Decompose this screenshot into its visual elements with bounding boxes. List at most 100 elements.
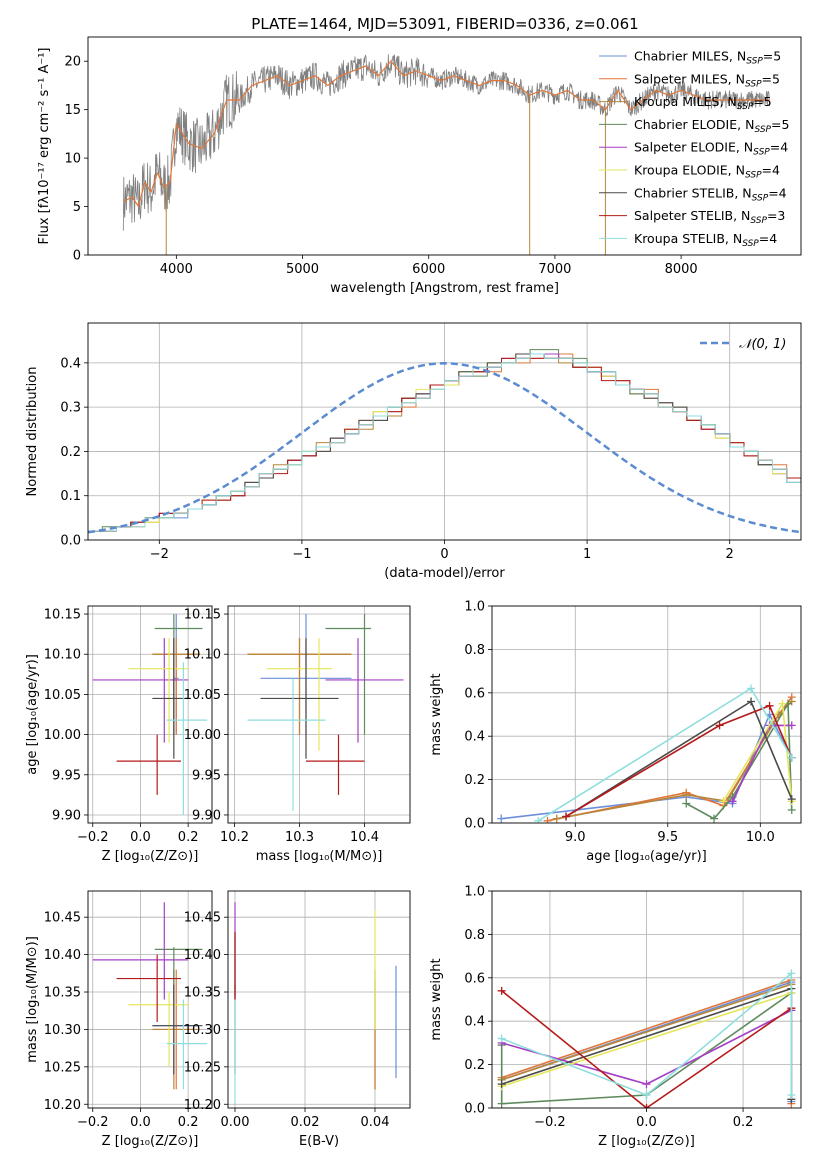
residual-histogram-xtick-label: 2 bbox=[726, 547, 734, 562]
spectrum-frame bbox=[87, 36, 802, 256]
weight-marker bbox=[728, 797, 737, 806]
spectrum-ytick-label: 0 bbox=[73, 249, 81, 264]
mass-vs-z-ytick-label: 10.25 bbox=[44, 1060, 81, 1075]
age-vs-z-xtick-label: 0.2 bbox=[178, 830, 199, 845]
gaussian-legend-label: 𝒩(0, 1) bbox=[739, 337, 786, 352]
spectrum-xtick-label: 8000 bbox=[665, 262, 698, 277]
mass-weight-vs-age-xtick-label: 9.0 bbox=[565, 830, 586, 845]
spectrum-panel: 4000 5000 6000 7000 8000 0 5 10 15 20 wavelength [… bbox=[37, 36, 802, 296]
spectrum-xtick-label: 4000 bbox=[160, 262, 193, 277]
legend-label-6: Chabrier STELIB, NSSP=4 bbox=[634, 185, 787, 203]
mass-vs-z-ytick-label: 10.35 bbox=[44, 986, 81, 1001]
weight-marker bbox=[642, 1104, 651, 1108]
weight-marker bbox=[543, 816, 552, 823]
mass-weight-vs-age-xtick-label: 9.5 bbox=[657, 830, 678, 845]
age-vs-mass-ytick-label: 9.90 bbox=[192, 808, 221, 823]
age-vs-mass-xlabel: mass [log₁₀(M/M⊙)] bbox=[256, 849, 383, 864]
weight-marker bbox=[747, 684, 756, 693]
spectrum-xlabel: wavelength [Angstrom, rest frame] bbox=[330, 281, 559, 296]
legend-label-1: Salpeter MILES, NSSP=5 bbox=[634, 71, 780, 89]
histogram-step-7 bbox=[88, 357, 801, 532]
mass-vs-z-ytick-label: 10.20 bbox=[44, 1098, 81, 1113]
age-vs-mass-xtick-label: 10.3 bbox=[285, 830, 314, 845]
mass-weight-vs-z-ytick-label: 1.0 bbox=[464, 885, 485, 900]
weight-line-2 bbox=[501, 983, 792, 1081]
legend-label-8: Kroupa STELIB, NSSP=4 bbox=[634, 231, 777, 249]
weight-marker bbox=[642, 1080, 651, 1089]
spectrum-xtick-label: 5000 bbox=[286, 262, 319, 277]
weight-marker bbox=[552, 814, 561, 823]
mass-weight-vs-age-ytick-label: 0.6 bbox=[464, 686, 485, 701]
mass-weight-vs-z-ytick-label: 0.8 bbox=[464, 928, 485, 943]
residual-histogram-ylabel: Normed distribution bbox=[25, 367, 40, 497]
age-vs-mass-ytick-label: 10.00 bbox=[184, 728, 221, 743]
mass-vs-ebv-ytick-label: 10.45 bbox=[184, 911, 221, 926]
weight-marker bbox=[787, 795, 796, 804]
age-vs-z-xtick-label: −0.2 bbox=[77, 830, 109, 845]
spectrum-ytick-label: 10 bbox=[64, 152, 81, 167]
mass-weight-vs-z-plot-area bbox=[492, 891, 801, 1108]
mass-vs-ebv-xlabel: E(B-V) bbox=[299, 1134, 339, 1149]
age-vs-z-xtick-label: 0.0 bbox=[130, 830, 151, 845]
mass-vs-z-xtick-label: −0.2 bbox=[77, 1115, 109, 1130]
residual-histogram-xlabel: (data-model)/error bbox=[384, 566, 505, 581]
mass-weight-vs-age-ytick-label: 0.4 bbox=[464, 730, 485, 745]
legend-label-7: Salpeter STELIB, NSSP=3 bbox=[634, 208, 785, 226]
mass-vs-z-xlabel: Z [log₁₀(Z/Z⊙)] bbox=[102, 1134, 199, 1149]
weight-marker bbox=[497, 1080, 506, 1089]
residual-histogram-xtick-label: −1 bbox=[292, 547, 311, 562]
residual-histogram-ytick-label: 0.0 bbox=[60, 534, 81, 549]
age-vs-z-ytick-label: 9.90 bbox=[52, 808, 81, 823]
age-vs-mass-ytick-label: 10.05 bbox=[184, 688, 221, 703]
weight-marker bbox=[682, 799, 691, 808]
mass-weight-vs-age-xlabel: age [log₁₀(age/yr)] bbox=[586, 849, 707, 864]
residual-histogram-ytick-label: 0.2 bbox=[60, 445, 81, 460]
spectrum-ytick-label: 5 bbox=[73, 200, 81, 215]
age-vs-z-ylabel: age [log₁₀(age/yr)] bbox=[25, 654, 40, 775]
age-vs-mass-panel: 10.2 10.3 10.4 9.90 9.95 10.00 10.05 10.10 10.15… bbox=[184, 605, 411, 864]
mass-weight-vs-age-panel: 9.0 9.5 10.0 0.0 0.2 0.4 0.6 0.8 1.0 age [log₁₀(a… bbox=[429, 600, 802, 864]
residual-histogram-xtick-label: 0 bbox=[440, 547, 448, 562]
figure-title: PLATE=1464, MJD=53091, FIBERID=0336, z=0… bbox=[251, 15, 638, 33]
mass-weight-vs-z-xtick-label: 0.0 bbox=[636, 1115, 657, 1130]
weight-marker bbox=[719, 797, 728, 806]
mass-weight-vs-z-frame bbox=[491, 890, 802, 1109]
mass-weight-vs-z-xlabel: Z [log₁₀(Z/Z⊙)] bbox=[598, 1134, 695, 1149]
age-vs-mass-xtick-label: 10.2 bbox=[220, 830, 249, 845]
weight-marker bbox=[562, 812, 571, 821]
age-vs-z-ytick-label: 10.10 bbox=[44, 648, 81, 663]
age-vs-z-ytick-label: 10.00 bbox=[44, 728, 81, 743]
weight-line-7 bbox=[565, 704, 793, 818]
age-vs-z-frame bbox=[87, 605, 213, 824]
mass-weight-vs-age-frame bbox=[491, 605, 802, 824]
weight-line-8 bbox=[501, 971, 793, 1096]
age-vs-mass-ytick-label: 10.10 bbox=[184, 648, 221, 663]
mass-vs-ebv-xtick-label: 0.02 bbox=[291, 1115, 320, 1130]
weight-line-3 bbox=[500, 992, 792, 1105]
residual-histogram-panel: −2 −1 0 1 2 0.0 0.1 0.2 0.3 0.4 (data-model)/error… bbox=[25, 322, 802, 581]
mass-vs-ebv-ytick-label: 10.25 bbox=[184, 1060, 221, 1075]
weight-marker bbox=[497, 1099, 506, 1108]
mass-weight-vs-z-ytick-label: 0.0 bbox=[464, 1102, 485, 1117]
residual-histogram-ytick-label: 0.3 bbox=[60, 401, 81, 416]
mass-vs-z-plot-area bbox=[88, 891, 212, 1108]
mass-vs-z-xtick-label: 0.0 bbox=[130, 1115, 151, 1130]
weight-marker bbox=[710, 814, 719, 823]
mass-weight-vs-age-ytick-label: 0.8 bbox=[464, 643, 485, 658]
mass-vs-ebv-xtick-label: 0.00 bbox=[221, 1115, 250, 1130]
mass-weight-vs-age-ytick-label: 1.0 bbox=[464, 600, 485, 615]
mass-weight-vs-z-panel: −0.2 0.0 0.2 0.0 0.2 0.4 0.6 0.8 1.0 Z [log₁₀(Z/Z… bbox=[429, 885, 802, 1149]
histogram-step-8 bbox=[88, 353, 801, 532]
residual-histogram-ytick-label: 0.4 bbox=[60, 356, 81, 371]
gaussian-curve bbox=[88, 362, 801, 534]
weight-marker bbox=[747, 697, 756, 706]
mass-weight-vs-age-xtick-label: 10.0 bbox=[746, 830, 775, 845]
residual-histogram-xtick-label: 1 bbox=[583, 547, 591, 562]
legend-label-4: Salpeter ELODIE, NSSP=4 bbox=[634, 140, 788, 158]
age-vs-z-xlabel: Z [log₁₀(Z/Z⊙)] bbox=[102, 849, 199, 864]
mass-vs-ebv-panel: 0.00 0.02 0.04 10.20 10.25 10.30 10.35 10.40 10.… bbox=[184, 890, 411, 1149]
mass-weight-vs-z-ytick-label: 0.6 bbox=[464, 971, 485, 986]
age-vs-mass-plot-area bbox=[228, 606, 410, 823]
age-vs-z-ytick-label: 10.15 bbox=[44, 608, 81, 623]
weight-marker bbox=[787, 753, 796, 762]
